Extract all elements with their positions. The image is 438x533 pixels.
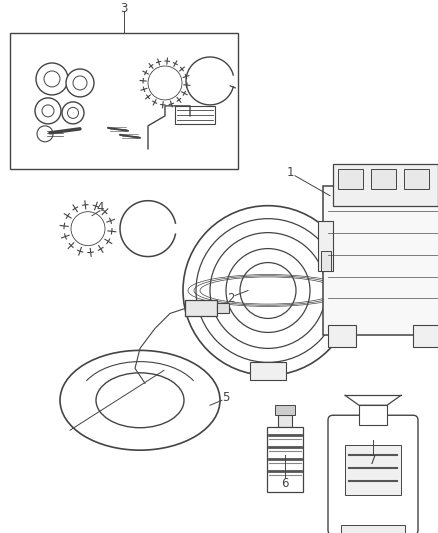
Bar bbox=[359, 405, 387, 425]
Bar bbox=[217, 303, 229, 313]
Circle shape bbox=[210, 232, 326, 349]
Bar bbox=[318, 221, 333, 271]
Circle shape bbox=[73, 76, 87, 90]
Text: 6: 6 bbox=[281, 477, 289, 490]
Bar bbox=[275, 405, 295, 415]
Text: 7: 7 bbox=[369, 454, 377, 467]
Circle shape bbox=[42, 105, 54, 117]
Circle shape bbox=[37, 126, 53, 142]
Circle shape bbox=[196, 219, 340, 362]
Bar bbox=[267, 427, 303, 492]
FancyBboxPatch shape bbox=[328, 415, 418, 533]
Bar bbox=[404, 169, 429, 189]
Circle shape bbox=[226, 248, 310, 333]
Bar bbox=[345, 445, 401, 495]
Circle shape bbox=[66, 69, 94, 97]
Ellipse shape bbox=[96, 373, 184, 427]
Circle shape bbox=[240, 263, 296, 318]
Circle shape bbox=[36, 63, 68, 95]
Text: 5: 5 bbox=[223, 391, 230, 404]
Bar bbox=[250, 362, 286, 381]
Circle shape bbox=[183, 206, 353, 375]
Bar bbox=[328, 326, 356, 348]
Bar bbox=[10, 33, 238, 169]
Circle shape bbox=[35, 98, 61, 124]
Circle shape bbox=[148, 66, 182, 100]
Bar bbox=[321, 251, 331, 271]
Bar bbox=[338, 169, 363, 189]
Bar bbox=[278, 415, 292, 427]
Bar bbox=[175, 106, 215, 124]
Circle shape bbox=[67, 107, 78, 118]
Bar bbox=[341, 525, 405, 533]
Bar bbox=[413, 326, 438, 348]
Circle shape bbox=[44, 71, 60, 87]
Bar bbox=[333, 164, 438, 206]
Text: 4: 4 bbox=[96, 201, 104, 214]
Text: 2: 2 bbox=[227, 292, 235, 305]
Bar bbox=[185, 301, 217, 317]
Bar bbox=[371, 169, 396, 189]
Ellipse shape bbox=[60, 350, 220, 450]
Circle shape bbox=[62, 102, 84, 124]
Text: 3: 3 bbox=[120, 2, 128, 14]
Text: 1: 1 bbox=[286, 166, 294, 179]
Bar bbox=[323, 185, 438, 335]
Circle shape bbox=[71, 212, 105, 246]
